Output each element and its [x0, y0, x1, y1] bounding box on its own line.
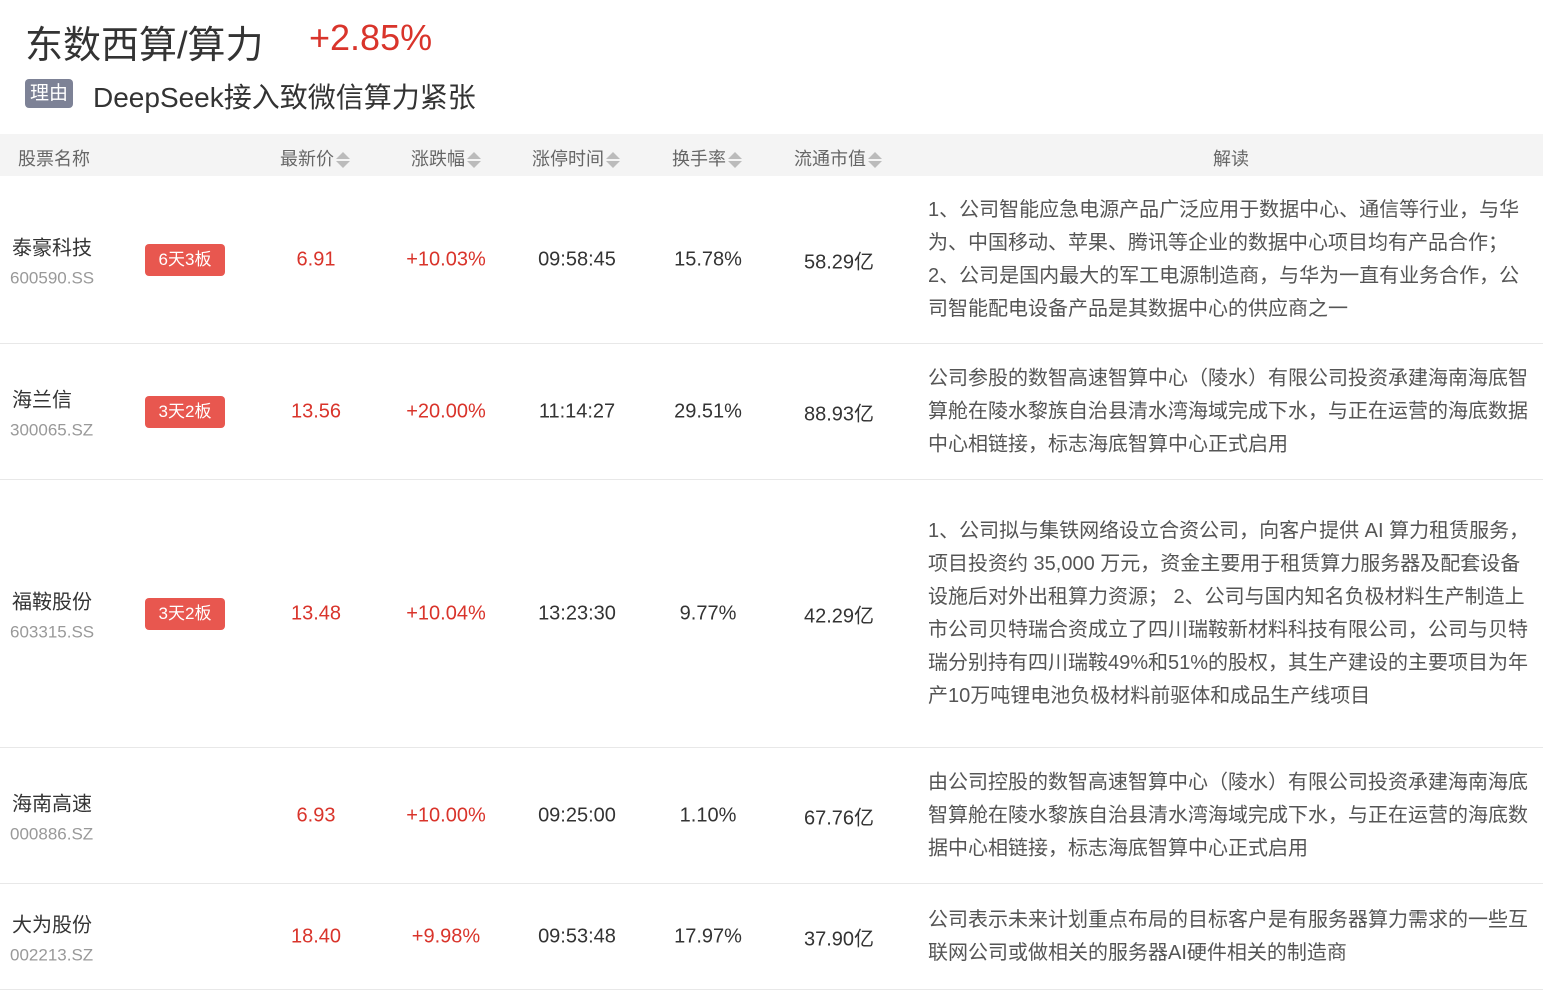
price: 18.40 — [290, 925, 342, 947]
stock-name-cell[interactable]: 泰豪科技 600590.SS — [10, 231, 95, 288]
turnover: 15.78% — [674, 248, 742, 270]
col-mcap[interactable]: 流通市值 — [794, 145, 882, 171]
change: +10.04% — [406, 602, 486, 624]
stock-name-cell[interactable]: 海兰信 300065.SZ — [10, 383, 94, 440]
turnover: 1.10% — [679, 804, 737, 826]
stock-name[interactable]: 海南高速 — [12, 793, 92, 815]
topic-title: 东数西算/算力 — [25, 25, 264, 67]
price: 6.91 — [296, 248, 336, 270]
col-limit-time[interactable]: 涨停时间 — [532, 145, 620, 171]
turnover: 17.97% — [674, 925, 742, 947]
stock-name[interactable]: 大为股份 — [12, 914, 92, 936]
topic-header: 东数西算/算力 +2.85% 理由 DeepSeek接入致微信算力紧张 — [0, 0, 1543, 134]
limit-badge: 3天2板 — [145, 597, 225, 630]
table-row[interactable]: 海兰信 300065.SZ 3天2板 13.56 +20.00% 11:14:27 2… — [0, 344, 1543, 480]
stock-table: 泰豪科技 600590.SS 6天3板 6.91 +10.03% 09:58:45 1… — [0, 176, 1543, 990]
col-desc: 解读 — [1213, 149, 1249, 169]
change: +10.00% — [406, 804, 486, 826]
change: +20.00% — [406, 400, 486, 422]
stock-code: 600590.SS — [10, 268, 95, 287]
interpretation: 公司表示未来计划重点布局的目标客户是有服务器算力需求的一些互联网公司或做相关的服… — [928, 908, 1528, 964]
topic-change: +2.85% — [309, 17, 433, 58]
stock-code: 300065.SZ — [10, 420, 94, 439]
table-header: 股票名称 最新价 涨跌幅 涨停时间 换手率 流通市值 解读 — [0, 134, 1543, 176]
market-cap: 67.76亿 — [803, 807, 875, 829]
stock-name-cell[interactable]: 福鞍股份 603315.SS — [10, 585, 95, 642]
change: +9.98% — [411, 925, 481, 947]
stock-name[interactable]: 福鞍股份 — [12, 591, 92, 613]
turnover: 9.77% — [679, 602, 737, 624]
price: 13.48 — [290, 602, 342, 624]
market-cap: 88.93亿 — [803, 403, 875, 425]
price: 6.93 — [296, 804, 336, 826]
turnover: 29.51% — [674, 400, 742, 422]
limit-badge: 3天2板 — [145, 395, 225, 428]
stock-code: 603315.SS — [10, 622, 95, 641]
market-cap: 37.90亿 — [803, 928, 875, 950]
price: 13.56 — [290, 400, 342, 422]
market-cap: 42.29亿 — [803, 605, 875, 627]
stock-name-cell[interactable]: 海南高速 000886.SZ — [10, 787, 94, 844]
stock-name-cell[interactable]: 大为股份 002213.SZ — [10, 908, 94, 965]
sort-icon[interactable] — [336, 152, 350, 169]
table-row[interactable]: 福鞍股份 603315.SS 3天2板 13.48 +10.04% 13:23:30 … — [0, 480, 1543, 748]
table-row[interactable]: 海南高速 000886.SZ 6.93 +10.00% 09:25:00 1.10%… — [0, 748, 1543, 884]
stock-code: 002213.SZ — [10, 945, 94, 964]
reason-tag: 理由 — [25, 79, 73, 108]
limit-time: 09:58:45 — [538, 248, 616, 270]
limit-time: 13:23:30 — [538, 602, 616, 624]
stock-name[interactable]: 泰豪科技 — [12, 237, 92, 259]
limit-time: 09:25:00 — [538, 804, 616, 826]
table-row[interactable]: 大为股份 002213.SZ 18.40 +9.98% 09:53:48 17.97… — [0, 884, 1543, 990]
reason-text: DeepSeek接入致微信算力紧张 — [93, 82, 476, 113]
market-cap: 58.29亿 — [803, 251, 875, 273]
interpretation: 1、公司智能应急电源产品广泛应用于数据中心、通信等行业，与华为、中国移动、苹果、… — [928, 198, 1520, 320]
sort-icon[interactable] — [467, 152, 481, 169]
table-row[interactable]: 泰豪科技 600590.SS 6天3板 6.91 +10.03% 09:58:45 1… — [0, 176, 1543, 344]
limit-badge: 6天3板 — [145, 243, 225, 276]
interpretation: 1、公司拟与集铁网络设立合资公司，向客户提供 AI 算力租赁服务，项目投资约 3… — [928, 519, 1530, 707]
stock-code: 000886.SZ — [10, 824, 94, 843]
sort-icon[interactable] — [868, 152, 882, 169]
col-name: 股票名称 — [18, 149, 90, 169]
col-turnover[interactable]: 换手率 — [672, 145, 742, 171]
interpretation: 由公司控股的数智高速智算中心（陵水）有限公司投资承建海南海底智算舱在陵水黎族自治… — [928, 771, 1528, 859]
sort-icon[interactable] — [606, 152, 620, 169]
limit-time: 09:53:48 — [538, 925, 616, 947]
sort-icon[interactable] — [728, 152, 742, 169]
col-change[interactable]: 涨跌幅 — [411, 145, 481, 171]
stock-name[interactable]: 海兰信 — [12, 389, 72, 411]
interpretation: 公司参股的数智高速智算中心（陵水）有限公司投资承建海南海底智算舱在陵水黎族自治县… — [928, 367, 1528, 455]
limit-time: 11:14:27 — [538, 400, 616, 422]
change: +10.03% — [406, 248, 486, 270]
col-price[interactable]: 最新价 — [280, 145, 350, 171]
